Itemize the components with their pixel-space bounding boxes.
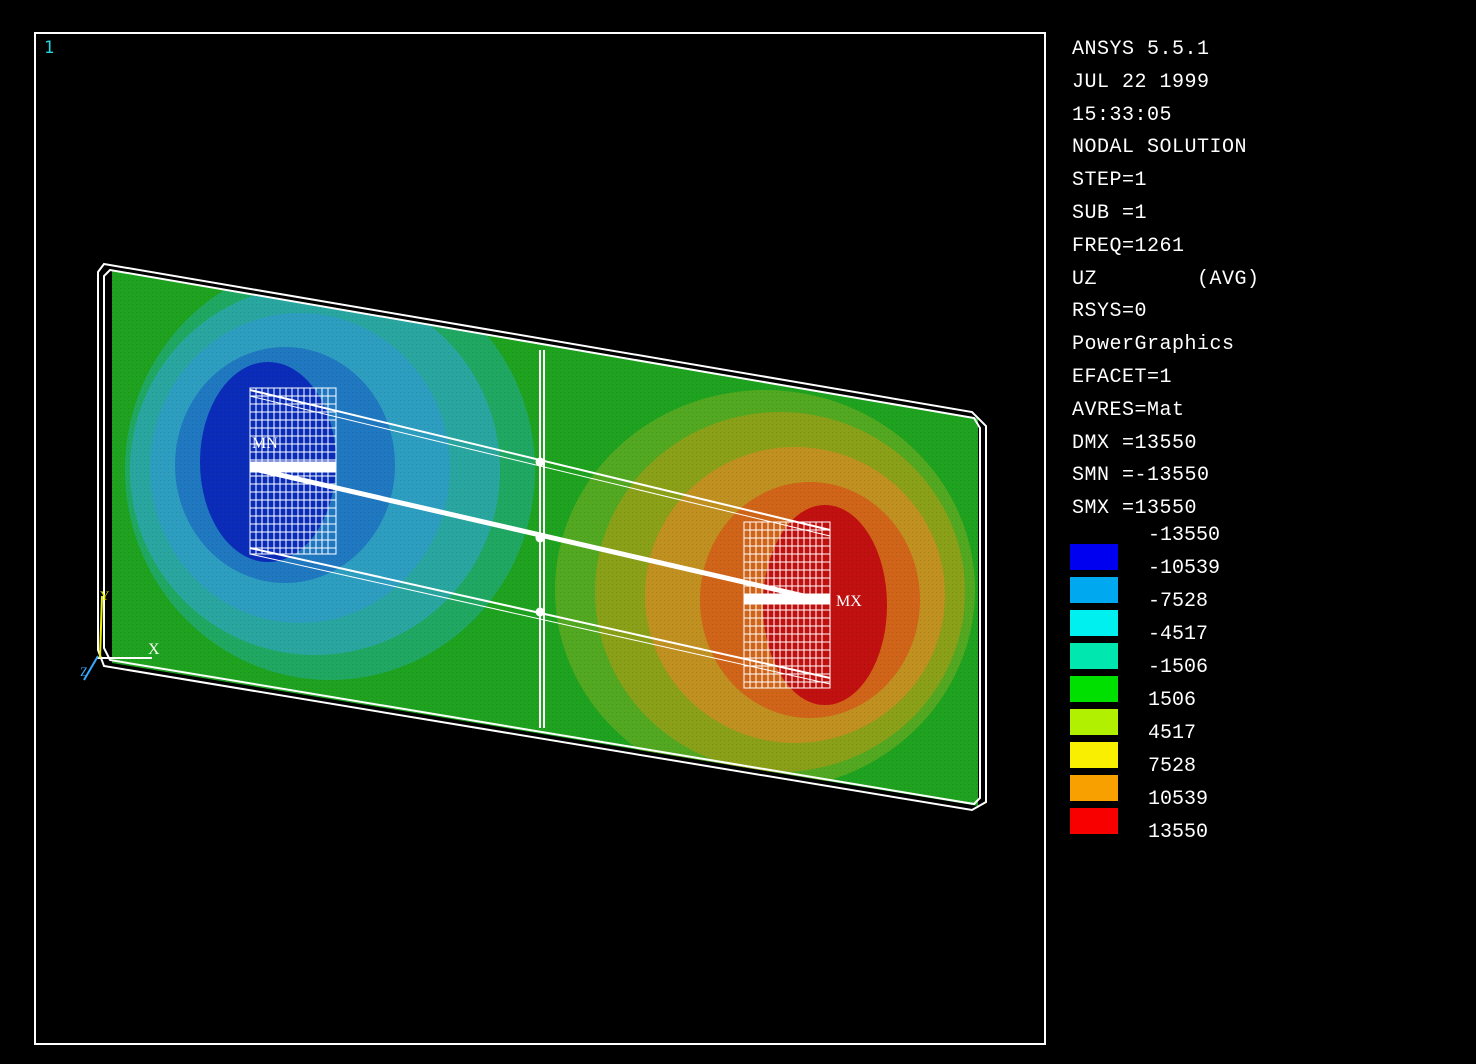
legend-label: 13550	[1148, 821, 1209, 844]
contour-plot: MN MX X Y Z	[80, 262, 987, 812]
info-line: UZ (AVG)	[1072, 267, 1260, 291]
legend-swatch	[1070, 544, 1118, 570]
max-marker: MX	[836, 593, 862, 610]
min-marker: MN	[252, 435, 278, 452]
info-line: ANSYS 5.5.1	[1072, 38, 1210, 61]
legend-swatch	[1070, 577, 1118, 603]
info-line: SMX =13550	[1072, 497, 1198, 521]
legend-swatch	[1070, 610, 1118, 636]
legend-label: 1506	[1148, 689, 1197, 712]
triad-z-label: Z	[80, 664, 88, 679]
triad-x-label: X	[148, 641, 160, 658]
legend-swatch	[1070, 709, 1118, 735]
info-line: STEP=1	[1072, 169, 1148, 193]
legend-swatch	[1070, 775, 1118, 801]
left-mass-mesh	[249, 387, 337, 555]
legend-label: -1506	[1148, 656, 1209, 679]
stiffener-rails	[249, 389, 831, 685]
legend-min-label: -13550	[1148, 524, 1221, 547]
info-panel: ANSYS 5.5.1 JUL 22 1999 15:33:05 NODAL SOLU…	[1072, 34, 1260, 526]
legend-swatch	[1070, 808, 1118, 834]
triad-y-label: Y	[100, 588, 110, 603]
legend-label: -7528	[1148, 590, 1209, 613]
legend-label: 7528	[1148, 755, 1197, 778]
legend-label: -4517	[1148, 623, 1209, 646]
coordinate-triad: X Y Z	[80, 588, 160, 681]
info-line: 15:33:05	[1072, 103, 1173, 127]
info-line: PowerGraphics	[1072, 333, 1235, 357]
window-number: 1	[44, 38, 55, 58]
legend-swatch	[1070, 643, 1118, 669]
right-mass-mesh	[743, 521, 831, 689]
legend-label: 4517	[1148, 722, 1197, 745]
info-line: AVRES=Mat	[1072, 398, 1185, 422]
info-line: EFACET=1	[1072, 365, 1173, 389]
info-line: FREQ=1261	[1072, 234, 1185, 258]
info-line: SUB =1	[1072, 201, 1148, 225]
info-line: SMN =-13550	[1072, 464, 1210, 488]
info-line: JUL 22 1999	[1072, 70, 1210, 94]
graphics-viewport[interactable]	[34, 32, 1046, 1045]
info-line: NODAL SOLUTION	[1072, 136, 1248, 160]
legend-label: 10539	[1148, 788, 1209, 811]
info-line: RSYS=0	[1072, 300, 1148, 324]
info-line: DMX =13550	[1072, 431, 1198, 455]
legend-swatch	[1070, 676, 1118, 702]
legend-swatch	[1070, 742, 1118, 768]
legend-label: -10539	[1148, 557, 1221, 580]
